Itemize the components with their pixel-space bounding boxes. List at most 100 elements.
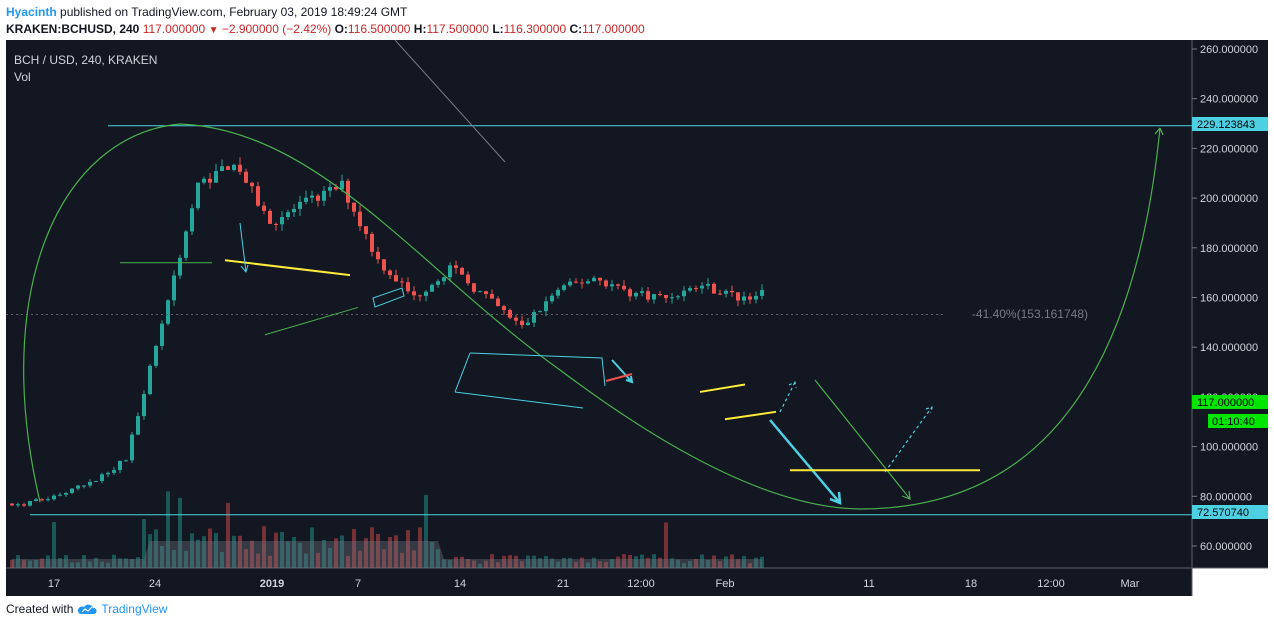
candle-body [238,164,242,172]
volume-bar [370,527,374,568]
volume-bar [184,551,188,568]
symbol-label: KRAKEN:BCHUSD, 240 [6,22,140,36]
volume-bar [316,552,320,568]
cyan-arrow-down [239,222,249,274]
wedge-lower [724,410,777,421]
last-price-badge [1192,395,1268,409]
volume-bar [742,556,746,568]
candle-body [28,501,32,506]
candle-body [130,434,134,461]
volume-bar [280,531,284,568]
volume-bar [322,539,326,568]
volume-bar [310,527,314,568]
volume-bar [166,491,170,568]
volume-bar [250,540,254,568]
change-value: −2.900000 (−2.42%) [221,22,332,36]
candle-body [490,293,494,299]
candle-body [742,296,746,301]
tradingview-link[interactable]: TradingView [101,602,168,616]
volume-bar [10,559,14,568]
candle-body [448,265,452,278]
candle-body [316,195,320,201]
candle-body [10,503,14,506]
volume-bar [490,554,494,568]
volume-bar [754,557,758,568]
volume-bar [424,494,428,568]
candle-body [526,322,530,326]
candle-body [700,285,704,289]
author-name[interactable]: Hyacinth [6,5,57,19]
volume-bar [388,537,392,568]
wedge-upper [699,383,746,393]
plot-area[interactable] [6,40,1192,568]
candles-layer [10,157,764,508]
candle-body [208,178,212,183]
volume-bar [118,558,122,568]
volume-bar [412,550,416,568]
candle-body [88,481,92,486]
y-tick-label-180: 180.000000 [1200,243,1258,255]
support-label: 72.570740 [1197,507,1249,519]
x-axis-ticks: 17 24 2019 7 14 21 12:00 Feb 11 18 12:00 Mar [48,578,1140,590]
volume-layer [10,491,764,568]
candle-body [592,277,596,282]
volume-bar [352,529,356,568]
volume-bar [502,555,506,568]
tradingview-cloud-icon [78,604,97,614]
volume-bar [478,563,482,568]
candle-body [370,233,374,252]
volume-bar [172,550,176,568]
time-axis[interactable] [6,568,1192,596]
volume-bar [46,555,50,568]
last-value: 117.000000 [142,22,206,36]
candle-body [520,320,524,326]
volume-bar [514,555,518,568]
volume-bar [346,555,350,568]
volume-bar [652,554,656,568]
x-tick-label-2: 2019 [260,578,284,590]
volume-bar [616,556,620,568]
candle-body [670,297,674,299]
volume-bar [328,547,332,568]
x-tick-label-0: 17 [48,578,60,590]
candle-body [292,208,296,213]
volume-bar [142,519,146,568]
candle-body [376,251,380,260]
candle-body [346,180,350,203]
cyan-arrow-right [611,359,634,384]
price-chart[interactable]: 60.00000080.000000100.000000120.00000014… [0,40,1274,600]
volume-bar [538,558,542,568]
green-arrow-down [814,379,911,500]
candle-body [232,164,236,170]
volume-bar [154,529,158,568]
series-legend: BCH / USD, 240, KRAKEN [14,53,157,67]
high-value: 117.500000 [426,22,489,36]
triangle-lower [264,306,359,336]
high-label: H: [413,22,427,36]
candle-body [244,171,248,183]
measure-label: -41.40%(153.161748) [972,307,1088,321]
candle-body [196,182,200,209]
candle-body [544,301,548,312]
candle-body [442,277,446,282]
volume-bar [304,553,308,568]
support-badge [1192,505,1268,519]
volume-bar [670,558,674,568]
volume-bar [94,557,98,568]
volume-bar [406,530,410,568]
candle-body [118,460,122,471]
volume-legend: Vol [14,70,31,84]
volume-bar [568,557,572,568]
arc-arrowhead [1154,127,1164,136]
candle-body [574,281,578,283]
volume-bar [76,562,80,568]
volume-bar [70,562,74,568]
candle-body [754,295,758,300]
volume-bar [190,533,194,568]
last-price-label: 117.000000 [1197,397,1254,409]
candle-body [430,284,434,292]
candle-body [166,300,170,324]
candle-body [280,217,284,225]
candle-body [184,231,188,258]
candle-body [58,494,62,496]
